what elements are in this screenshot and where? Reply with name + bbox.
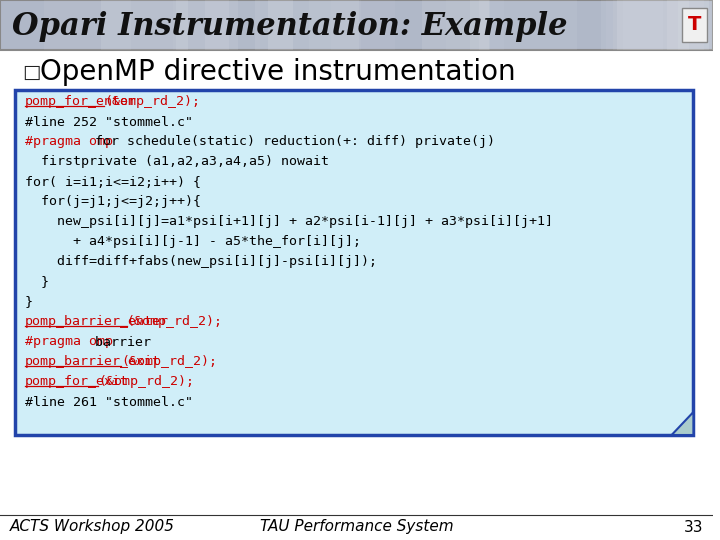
- FancyBboxPatch shape: [15, 90, 693, 435]
- Text: barrier: barrier: [87, 335, 151, 348]
- FancyBboxPatch shape: [601, 0, 690, 50]
- Text: }: }: [24, 295, 33, 308]
- Text: 33: 33: [684, 519, 703, 535]
- Text: (&omp_rd_2);: (&omp_rd_2);: [121, 355, 217, 368]
- FancyBboxPatch shape: [617, 0, 709, 50]
- FancyBboxPatch shape: [678, 0, 720, 50]
- FancyBboxPatch shape: [682, 8, 707, 42]
- Text: T: T: [688, 16, 701, 35]
- Text: for( i=i1;i<=i2;i++) {: for( i=i1;i<=i2;i++) {: [24, 176, 201, 188]
- FancyBboxPatch shape: [255, 0, 359, 50]
- FancyBboxPatch shape: [667, 0, 720, 50]
- FancyBboxPatch shape: [0, 0, 714, 50]
- Text: #line 261 "stommel.c": #line 261 "stommel.c": [24, 395, 193, 408]
- Polygon shape: [672, 412, 693, 435]
- FancyBboxPatch shape: [205, 0, 229, 50]
- Text: #pragma omp: #pragma omp: [24, 335, 113, 348]
- FancyBboxPatch shape: [469, 0, 490, 50]
- Text: for schedule(static) reduction(+: diff) private(j): for schedule(static) reduction(+: diff) …: [87, 136, 495, 148]
- FancyBboxPatch shape: [269, 0, 293, 50]
- Text: new_psi[i][j]=a1*psi[i+1][j] + a2*psi[i-1][j] + a3*psi[i][j+1]: new_psi[i][j]=a1*psi[i+1][j] + a2*psi[i-…: [24, 215, 553, 228]
- Text: firstprivate (a1,a2,a3,a4,a5) nowait: firstprivate (a1,a2,a3,a4,a5) nowait: [24, 156, 329, 168]
- Text: + a4*psi[i][j-1] - a5*the_for[i][j];: + a4*psi[i][j-1] - a5*the_for[i][j];: [24, 235, 361, 248]
- Text: for(j=j1;j<=j2;j++){: for(j=j1;j<=j2;j++){: [24, 195, 201, 208]
- Text: (&omp_rd_2);: (&omp_rd_2);: [99, 375, 194, 388]
- Text: }: }: [24, 275, 49, 288]
- Text: pomp_barrier_enter: pomp_barrier_enter: [24, 315, 168, 328]
- Text: ACTS Workshop 2005: ACTS Workshop 2005: [10, 519, 175, 535]
- Text: pomp_barrier_exit: pomp_barrier_exit: [24, 355, 161, 368]
- Text: (&omp_rd_2);: (&omp_rd_2);: [104, 96, 200, 109]
- Text: □: □: [22, 63, 40, 82]
- FancyBboxPatch shape: [422, 0, 490, 50]
- Text: pomp_for_exit: pomp_for_exit: [24, 375, 129, 388]
- Text: #line 252 "stommel.c": #line 252 "stommel.c": [24, 116, 193, 129]
- Text: #pragma omp: #pragma omp: [24, 136, 113, 148]
- FancyBboxPatch shape: [101, 0, 188, 50]
- Text: OpenMP directive instrumentation: OpenMP directive instrumentation: [40, 58, 516, 86]
- FancyBboxPatch shape: [480, 0, 577, 50]
- Text: Opari Instrumentation: Example: Opari Instrumentation: Example: [12, 11, 567, 43]
- FancyBboxPatch shape: [176, 0, 238, 50]
- Text: (&omp_rd_2);: (&omp_rd_2);: [127, 315, 222, 328]
- Text: TAU Performance System: TAU Performance System: [260, 519, 454, 535]
- Text: pomp_for_enter: pomp_for_enter: [24, 96, 137, 109]
- Text: diff=diff+fabs(new_psi[i][j]-psi[i][j]);: diff=diff+fabs(new_psi[i][j]-psi[i][j]);: [24, 255, 377, 268]
- FancyBboxPatch shape: [613, 0, 704, 50]
